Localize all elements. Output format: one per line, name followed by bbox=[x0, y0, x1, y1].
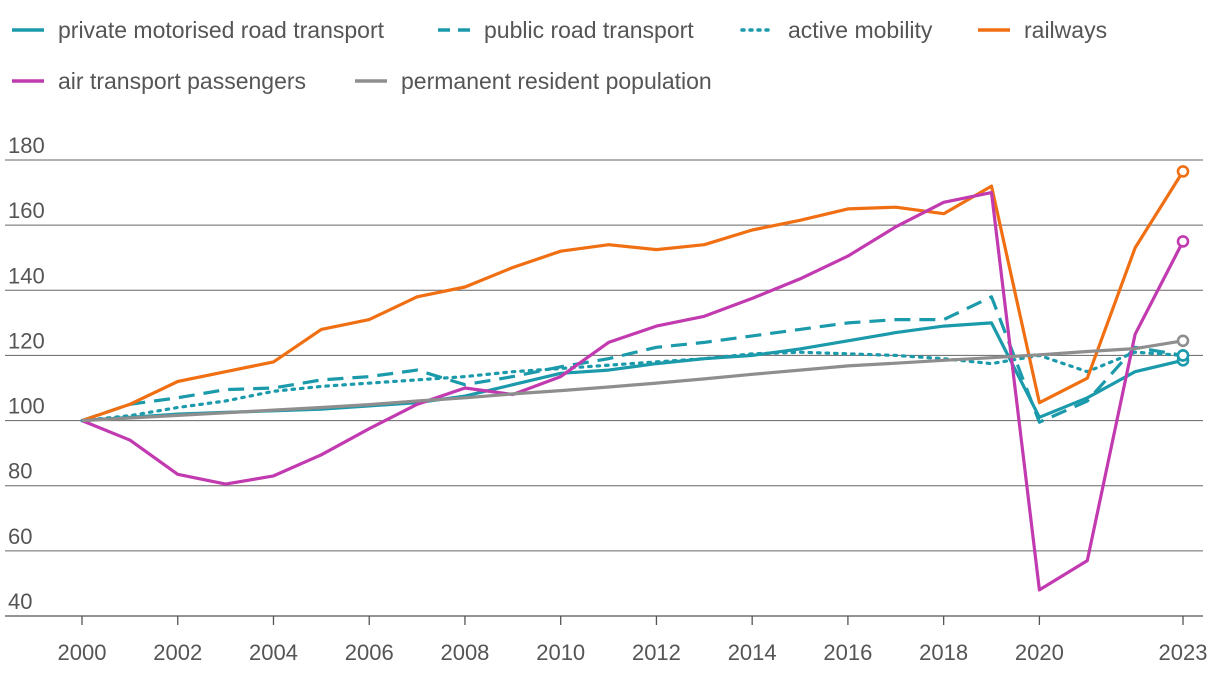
x-tick-label-2018: 2018 bbox=[919, 640, 968, 665]
y-tick-label-180: 180 bbox=[8, 133, 45, 158]
end-marker-permanent-resident-population bbox=[1176, 334, 1190, 348]
y-tick-label-160: 160 bbox=[8, 198, 45, 223]
y-axis: 40 60 80 100 120 140 160 180 bbox=[8, 133, 45, 614]
legend-label-public-road-transport: public road transport bbox=[484, 17, 694, 43]
end-marker-air-transport-passengers bbox=[1176, 235, 1190, 248]
end-markers bbox=[1176, 165, 1190, 367]
x-tick-label-2010: 2010 bbox=[536, 640, 585, 665]
legend-label-air-transport-passengers: air transport passengers bbox=[58, 68, 306, 94]
series-line-public-road-transport bbox=[81, 295, 1184, 424]
x-tick-label-2012: 2012 bbox=[632, 640, 681, 665]
y-tick-label-80: 80 bbox=[8, 459, 32, 484]
legend-label-private-motorised-road-transport: private motorised road transport bbox=[58, 17, 385, 43]
legend-label-active-mobility: active mobility bbox=[788, 17, 933, 43]
x-tick-label-2020: 2020 bbox=[1015, 640, 1064, 665]
series-line-railways bbox=[81, 170, 1185, 423]
legend: private motorised road transport public r… bbox=[12, 17, 1107, 94]
series-line-active-mobility bbox=[80, 350, 1185, 423]
x-tick-label-2023: 2023 bbox=[1159, 640, 1208, 665]
y-tick-label-140: 140 bbox=[8, 263, 45, 288]
x-tick-label-2004: 2004 bbox=[249, 640, 298, 665]
legend-label-railways: railways bbox=[1024, 17, 1107, 43]
end-marker-railways bbox=[1176, 165, 1190, 178]
series-line-air-transport-passengers bbox=[81, 191, 1185, 592]
y-tick-label-60: 60 bbox=[8, 524, 32, 549]
series-line-permanent-resident-population bbox=[81, 339, 1184, 423]
y-tick-label-40: 40 bbox=[8, 589, 32, 614]
series-lines bbox=[80, 170, 1185, 592]
x-tick-label-2002: 2002 bbox=[153, 640, 202, 665]
x-tick-label-2016: 2016 bbox=[823, 640, 872, 665]
x-tick-label-2014: 2014 bbox=[728, 640, 777, 665]
y-tick-label-120: 120 bbox=[8, 328, 45, 353]
x-tick-label-2008: 2008 bbox=[440, 640, 489, 665]
end-marker-active-mobility bbox=[1176, 349, 1190, 362]
x-axis: 2000 2002 2004 2006 2008 2010 2012 2014 2016 2018… bbox=[58, 616, 1208, 665]
x-tick-label-2006: 2006 bbox=[345, 640, 394, 665]
y-tick-label-100: 100 bbox=[8, 394, 45, 419]
x-tick-label-2000: 2000 bbox=[58, 640, 107, 665]
legend-label-permanent-resident-population: permanent resident population bbox=[401, 68, 712, 94]
